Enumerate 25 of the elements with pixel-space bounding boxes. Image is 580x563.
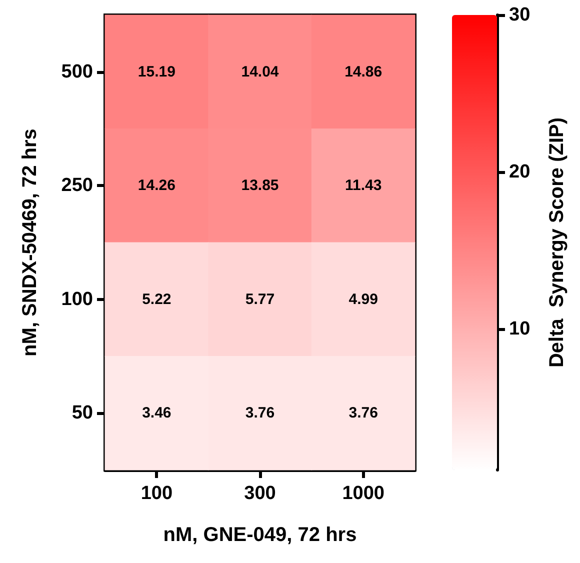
color-bar-label: 30	[509, 4, 530, 26]
data-label: 3.76	[245, 404, 275, 422]
x-tick-label: 100	[140, 483, 173, 504]
data-label: 5.77	[245, 290, 275, 308]
data-label: 4.99	[348, 290, 378, 308]
y-tick-label: 50	[72, 402, 93, 424]
color-bar-label: 20	[509, 161, 530, 182]
color-bar-label: 10	[509, 318, 530, 340]
data-label: 13.85	[241, 177, 279, 194]
data-label: 14.04	[241, 63, 280, 80]
data-label: 5.22	[142, 290, 172, 308]
y-tick-label: 250	[61, 175, 93, 196]
data-label: 11.43	[344, 177, 382, 194]
data-label: 3.76	[348, 404, 378, 422]
color-bar-title: Delta Synergy Score (ZIP)	[546, 117, 568, 368]
x-tick-label: 1000	[342, 483, 384, 504]
data-label: 3.46	[142, 404, 172, 422]
data-label: 15.19	[138, 63, 176, 80]
data-label: 14.26	[138, 177, 176, 194]
y-axis-title: nM, SNDX-50469, 72 hrs	[19, 128, 41, 356]
x-axis-title: nM, GNE-049, 72 hrs	[163, 524, 357, 546]
x-tick-label: 300	[244, 483, 276, 504]
y-tick-label: 100	[61, 288, 93, 310]
data-label: 14.86	[344, 63, 382, 80]
y-tick-label: 500	[61, 61, 93, 82]
